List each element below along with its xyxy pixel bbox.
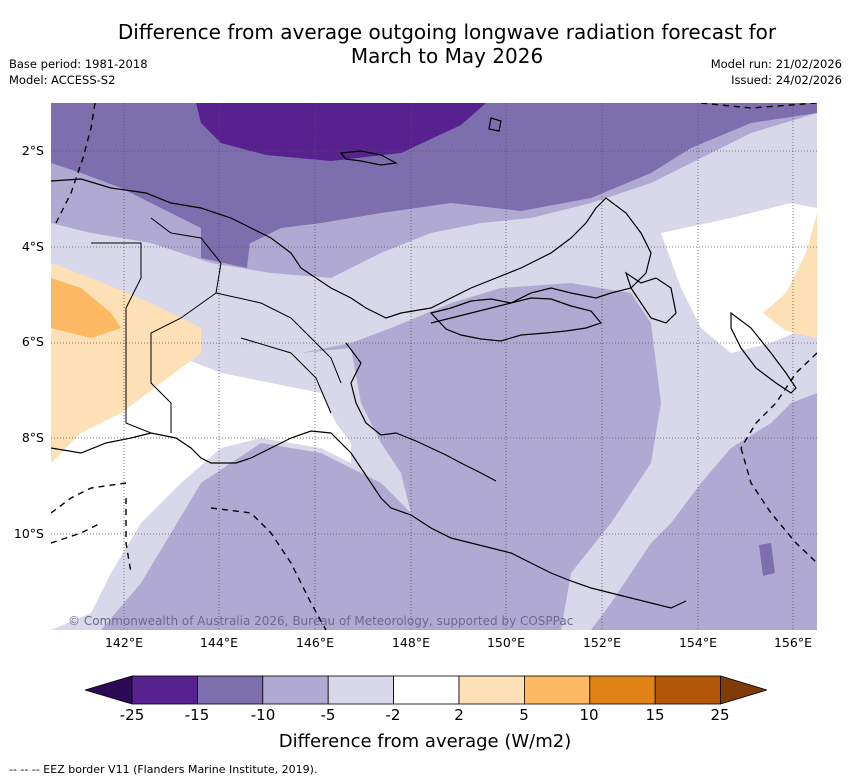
colorbar-label: Difference from average (W/m2): [278, 731, 572, 752]
colorbar-swatch-0: [85, 675, 133, 705]
colorbar-swatch-5: [393, 675, 460, 705]
colorbar-swatch-2: [197, 675, 264, 705]
anomaly-patch-southeast: [759, 543, 775, 576]
colorbar-tick-0: -25: [119, 706, 145, 724]
lon-label-156e: 156°E: [773, 635, 812, 650]
anomaly-band-warmer-west: [51, 278, 121, 338]
anomaly-band-warm-east: [763, 213, 817, 338]
land-borders: [91, 217, 342, 434]
colorbar-swatch-1: [131, 675, 198, 705]
lon-label-152e: 152°E: [582, 635, 621, 650]
colorbar-swatch-7: [523, 675, 591, 705]
map-svg: [51, 103, 817, 630]
coastlines: [51, 117, 797, 609]
map-graticule: [51, 103, 817, 630]
colorbar-tick-9: 25: [710, 706, 730, 724]
colorbar-tick-4: -2: [385, 706, 401, 724]
eez-border: [51, 103, 817, 630]
colorbar-swatch-6: [458, 675, 525, 705]
colorbar-tick-6: 5: [519, 706, 529, 724]
lon-label-144e: 144°E: [199, 635, 238, 650]
issued-date: Issued: 24/02/2026: [731, 73, 842, 87]
forecast-map[interactable]: © Commonwealth of Australia 2026, Bureau…: [51, 103, 817, 630]
colorbar-tick-5: 2: [454, 706, 464, 724]
colorbar-swatch-8: [589, 675, 656, 705]
anomaly-band-darkest: [196, 103, 486, 161]
colorbar-tick-2: -10: [250, 706, 276, 724]
colorbar-swatch-3: [262, 675, 329, 705]
lat-label-4s: 4°S: [21, 239, 44, 254]
lon-label-154e: 154°E: [678, 635, 717, 650]
anomaly-band-north-dark-2: [201, 228, 251, 268]
lon-label-148e: 148°E: [391, 635, 430, 650]
lat-label-2s: 2°S: [21, 143, 44, 158]
colorbar-tick-1: -15: [184, 706, 210, 724]
lon-label-142e: 142°E: [104, 635, 143, 650]
meta-left: Base period: 1981-2018 Model: ACCESS-S2: [9, 56, 148, 88]
lat-label-6s: 6°S: [21, 334, 44, 349]
lat-label-10s: 10°S: [13, 526, 44, 541]
colorbar-tick-7: 10: [579, 706, 599, 724]
map-credit: © Commonwealth of Australia 2026, Bureau…: [68, 614, 574, 628]
chart-title: Difference from average outgoing longwav…: [0, 20, 850, 68]
meta-right: Model run: 21/02/2026 Issued: 24/02/2026: [711, 56, 842, 88]
base-period: Base period: 1981-2018: [9, 57, 148, 71]
colorbar-swatch-10: [720, 675, 767, 705]
eez-footnote: -- -- -- EEZ border V11 (Flanders Marine…: [9, 763, 318, 776]
lon-label-150e: 150°E: [486, 635, 525, 650]
lat-label-8s: 8°S: [21, 430, 44, 445]
title-line-2: March to May 2026: [350, 44, 544, 68]
colorbar: [85, 675, 767, 705]
lon-label-146e: 146°E: [295, 635, 334, 650]
colorbar-swatch-4: [327, 675, 394, 705]
colorbar-tick-3: -5: [320, 706, 336, 724]
title-line-1: Difference from average outgoing longwav…: [117, 20, 777, 44]
colorbar-swatch-9: [654, 675, 722, 705]
anomaly-band-light-east: [51, 113, 817, 630]
colorbar-tick-8: 15: [645, 706, 665, 724]
model-run: Model run: 21/02/2026: [710, 57, 842, 71]
model-name: Model: ACCESS-S2: [9, 73, 116, 87]
